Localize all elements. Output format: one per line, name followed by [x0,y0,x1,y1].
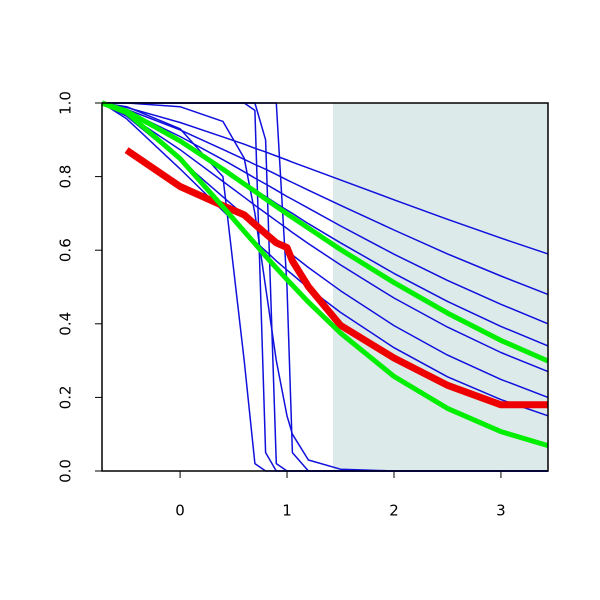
x-tick-label: 2 [389,502,399,520]
series-line [124,147,548,409]
x-tick-label: 0 [175,502,185,520]
plot-frame [101,102,549,472]
series-line [101,102,549,373]
series-line [101,102,549,296]
y-tick-label: 0.4 [57,312,75,336]
series-line [101,100,549,448]
y-tick-label: 0.6 [57,238,75,262]
shaded-region [333,103,548,471]
y-tick-label: 0.0 [57,459,75,483]
y-tick-label: 1.0 [57,91,75,115]
x-tick-label: 3 [496,502,506,520]
series-line [101,102,549,255]
x-tick-label: 1 [282,502,292,520]
y-tick-label: 0.8 [57,165,75,189]
series-line [101,100,550,364]
series-line [101,102,549,417]
y-tick-label: 0.2 [57,385,75,409]
